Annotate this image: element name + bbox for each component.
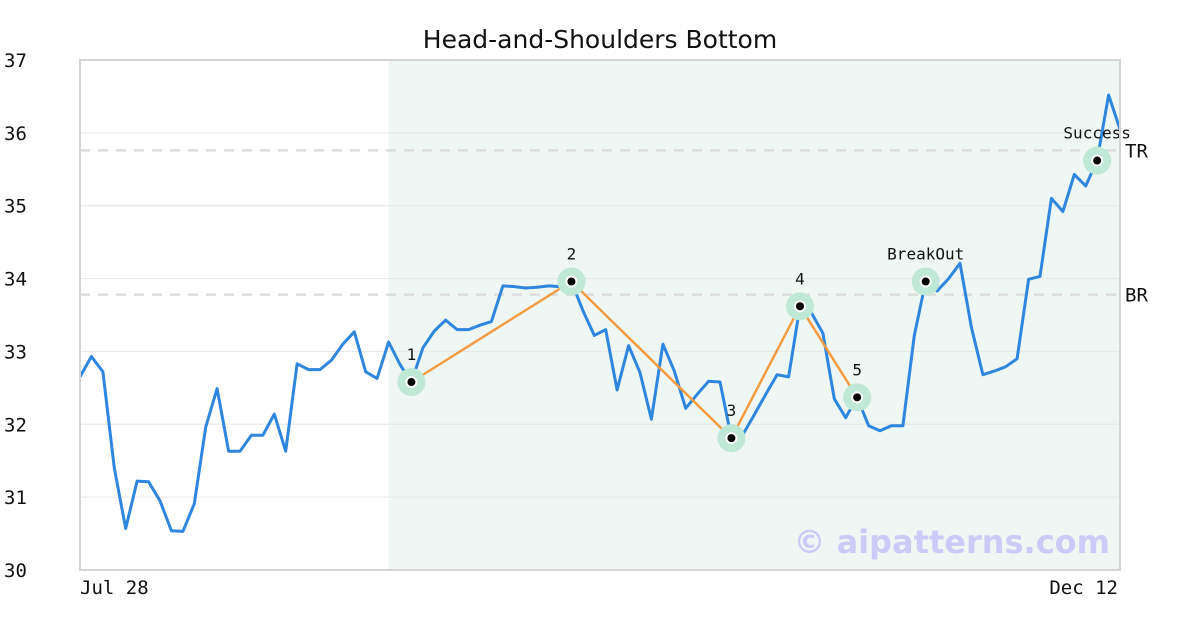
marker-label-2: 2 [567, 244, 577, 263]
x-tick-end: Dec 12 [1049, 577, 1118, 599]
y-tick-label: 30 [4, 560, 27, 582]
level-label-tr: TR [1125, 140, 1148, 162]
price-series-line [78, 93, 1122, 533]
gridlines [80, 132, 1120, 498]
y-tick-label: 34 [4, 269, 27, 291]
y-tick-label: 33 [4, 341, 27, 363]
y-tick-label: 35 [4, 196, 27, 218]
marker-label-3: 3 [727, 401, 737, 420]
marker-dot-5 [851, 391, 864, 404]
marker-label-4: 4 [795, 269, 805, 288]
x-tick-start: Jul 28 [80, 577, 149, 599]
marker-label-success: Success [1063, 124, 1130, 143]
pattern-markers: 1 2 3 4 5 BreakOut Success [397, 124, 1131, 453]
y-axis-ticks: 30 31 32 33 34 35 36 37 [4, 50, 27, 582]
marker-dot-success [1091, 154, 1104, 167]
marker-label-5: 5 [852, 360, 862, 379]
y-tick-label: 31 [4, 487, 27, 509]
marker-dot-breakout [919, 275, 932, 288]
marker-label-1: 1 [407, 345, 417, 364]
marker-label-breakout: BreakOut [887, 244, 964, 263]
highlight-region [388, 60, 1121, 570]
chart-title: Head-and-Shoulders Bottom [423, 25, 777, 54]
y-tick-label: 32 [4, 414, 27, 436]
marker-dot-4 [794, 300, 806, 313]
y-tick-label: 37 [4, 50, 27, 72]
level-lines: TR BR [80, 140, 1148, 307]
watermark: © aipatterns.com [793, 523, 1110, 561]
marker-dot-3 [725, 432, 738, 445]
y-tick-label: 36 [4, 123, 27, 145]
marker-dot-1 [405, 376, 418, 389]
level-label-br: BR [1125, 285, 1148, 307]
marker-dot-2 [565, 275, 578, 288]
plot-frame [79, 59, 1121, 571]
